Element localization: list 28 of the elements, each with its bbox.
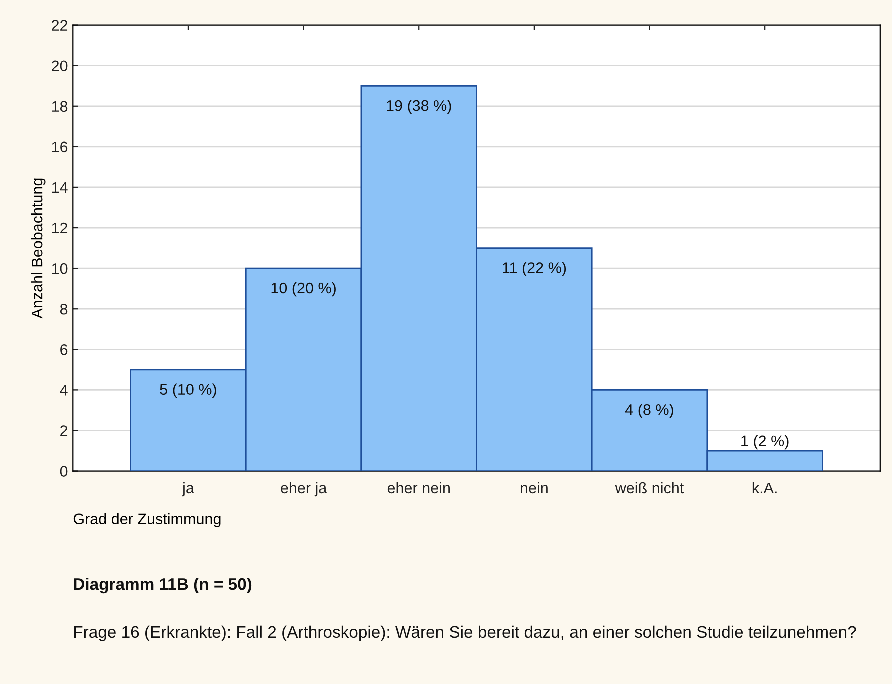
data-label: 5 (10 %) <box>160 384 216 398</box>
y-tick-label: 22 <box>52 20 68 31</box>
y-tick-label: 14 <box>52 182 68 194</box>
data-label: 4 (8 %) <box>625 404 674 418</box>
y-tick-label: 6 <box>60 344 68 356</box>
y-axis-title: Anzahl Beobachtung <box>31 178 46 319</box>
y-tick-label: 20 <box>52 60 68 72</box>
data-label: 11 (22 %) <box>503 262 566 276</box>
y-tick-label: 16 <box>52 142 68 153</box>
x-tick-label: eher nein <box>388 482 450 494</box>
y-tick-label: 18 <box>52 101 68 112</box>
y-tick-label: 0 <box>60 466 68 477</box>
x-tick-label: eher ja <box>281 482 328 497</box>
data-label: 1 (2 %) <box>742 435 789 450</box>
text: Frage 16 (Erkrankte): Fall 2 (Arthroskopie): Wären Sie bereit dazu, an einer solchen Studie teilzunehmen? <box>74 626 856 642</box>
y-tick-label: 2 <box>60 426 68 436</box>
text: Diagramm 11B (n = 50) <box>74 578 252 594</box>
data-label: 10 (20 %) <box>272 282 336 297</box>
x-tick-label: nein <box>521 482 548 494</box>
x-axis-title: Grad der Zustimmung <box>74 513 221 528</box>
x-tick-label: ja <box>182 482 194 497</box>
y-tick-label: 12 <box>52 222 68 234</box>
x-tick-label: weiß nicht <box>615 482 684 494</box>
y-tick-label: 10 <box>52 263 68 274</box>
y-tick-label: 8 <box>60 304 68 315</box>
data-label: 19 (38 %) <box>387 100 452 114</box>
y-tick-label: 4 <box>60 385 68 396</box>
x-tick-label: k.A. <box>752 482 777 494</box>
